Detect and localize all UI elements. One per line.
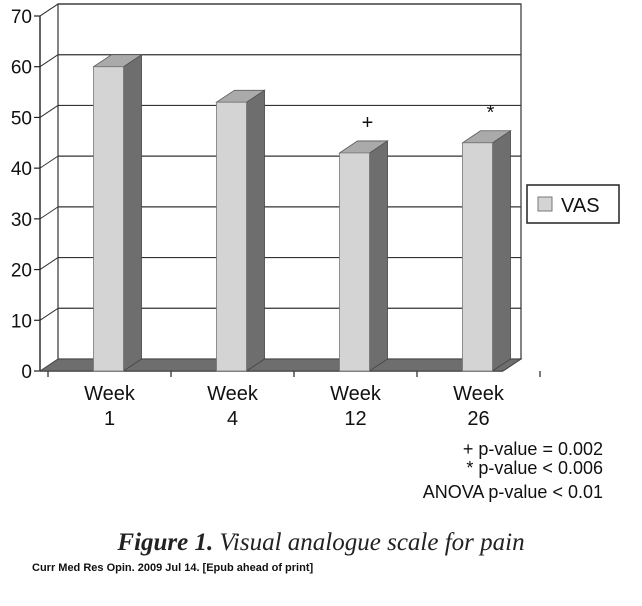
bar-1 — [216, 101, 247, 372]
legend-label: VAS — [561, 195, 600, 217]
y-tick-label-40: 40 — [11, 159, 32, 180]
y-tick-label-70: 70 — [11, 7, 32, 28]
y-tick-label-30: 30 — [11, 210, 32, 231]
gridline-diag-40 — [39, 155, 59, 169]
gridline-diag-60 — [39, 54, 59, 68]
figure-number: Figure 1. — [117, 529, 214, 556]
gridline-diag-30 — [39, 206, 59, 220]
bar-side-1 — [246, 89, 265, 372]
labels-layer: 0 10 20 30 40 50 60 70 Week 1 Week 4 + Week 12 * Week 26 — [11, 7, 505, 430]
x-tick-label-0-line-2: 1 — [104, 408, 115, 430]
notes: + p-value = 0.002 * p-value < 0.006 ANOV… — [423, 439, 603, 502]
x-tick-label-1-line-1: Week — [207, 383, 259, 405]
y-tick-label-0: 0 — [21, 362, 32, 383]
x-tick-label-3-line-2: 26 — [467, 408, 489, 430]
y-tick-label-50: 50 — [11, 108, 32, 129]
y-tick-label-10: 10 — [11, 311, 32, 332]
bar-side-2 — [369, 140, 388, 372]
bars-layer — [92, 53, 512, 372]
legend: VAS — [526, 184, 620, 224]
x-tick-label-3-line-1: Week — [453, 383, 505, 405]
gridline-diag-20 — [39, 257, 59, 270]
gridline-diag-50 — [39, 105, 59, 118]
x-tick-label-1-line-2: 4 — [227, 408, 238, 430]
citation: Curr Med Res Opin. 2009 Jul 14. [Epub ah… — [32, 562, 314, 574]
significance-marker-3: * — [487, 102, 495, 124]
note-2: * p-value < 0.006 — [466, 458, 603, 478]
y-tick-label-60: 60 — [11, 58, 32, 79]
y-axis-top-edge — [39, 3, 59, 17]
chart: 010203040506070Week1Week4+Week12*Week26 … — [11, 3, 620, 502]
legend-swatch — [537, 196, 553, 212]
bar-0 — [93, 66, 124, 372]
gridline-diag-10 — [39, 307, 59, 321]
figure-caption: Figure 1. Visual analogue scale for pain — [0, 529, 642, 557]
x-tick-label-0-line-1: Week — [84, 383, 136, 405]
significance-marker-2: + — [362, 112, 374, 134]
bar-3 — [462, 142, 493, 372]
note-1: + p-value = 0.002 — [463, 439, 603, 459]
bar-side-0 — [123, 53, 142, 372]
bar-2 — [339, 152, 370, 372]
bar-side-3 — [492, 130, 511, 372]
figure-caption-text: Visual analogue scale for pain — [219, 529, 525, 556]
x-tick-label-2-line-2: 12 — [344, 408, 366, 430]
x-tick-label-2-line-1: Week — [330, 383, 382, 405]
note-3: ANOVA p-value < 0.01 — [423, 482, 603, 502]
y-tick-label-20: 20 — [11, 261, 32, 282]
